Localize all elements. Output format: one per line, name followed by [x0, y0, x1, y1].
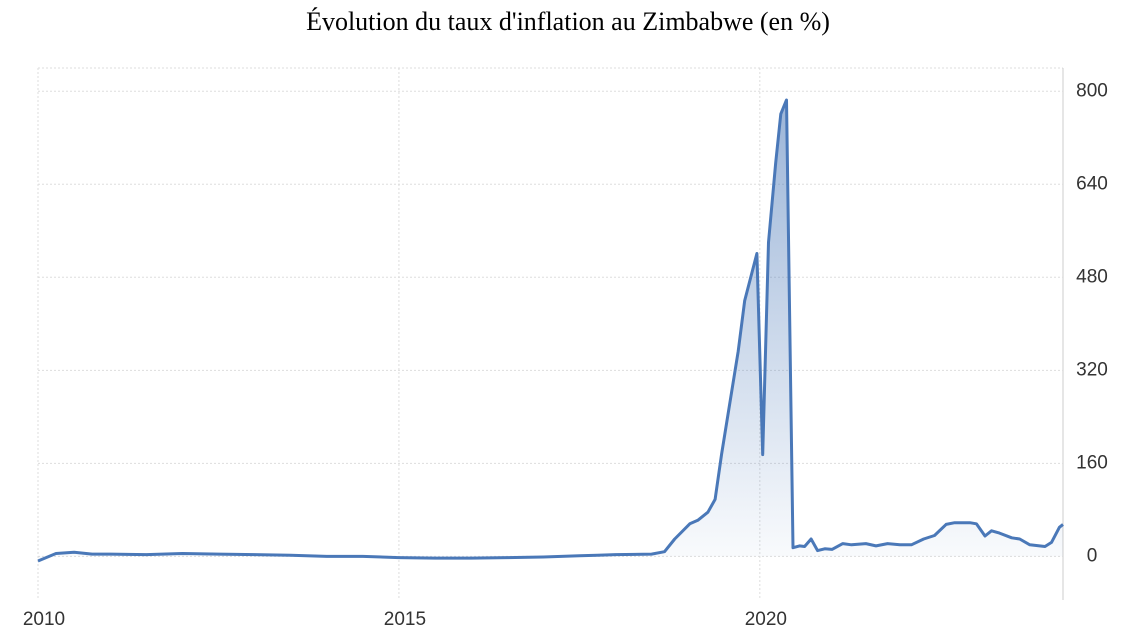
y-tick-label: 160: [1076, 452, 1108, 473]
y-tick-label: 480: [1076, 266, 1108, 287]
x-tick-label: 2015: [384, 609, 426, 630]
area: [38, 100, 1063, 561]
y-tick-label: 640: [1076, 173, 1108, 194]
y-tick-label: 800: [1076, 80, 1108, 101]
y-tick-label: 320: [1076, 359, 1108, 380]
line: [37, 98, 1064, 563]
y-tick-label: 0: [1087, 545, 1098, 566]
x-tick-label: 2010: [23, 609, 65, 630]
x-tick-label: 2020: [745, 609, 787, 630]
chart-title: Évolution du taux d'inflation au Zimbabw…: [306, 7, 830, 36]
